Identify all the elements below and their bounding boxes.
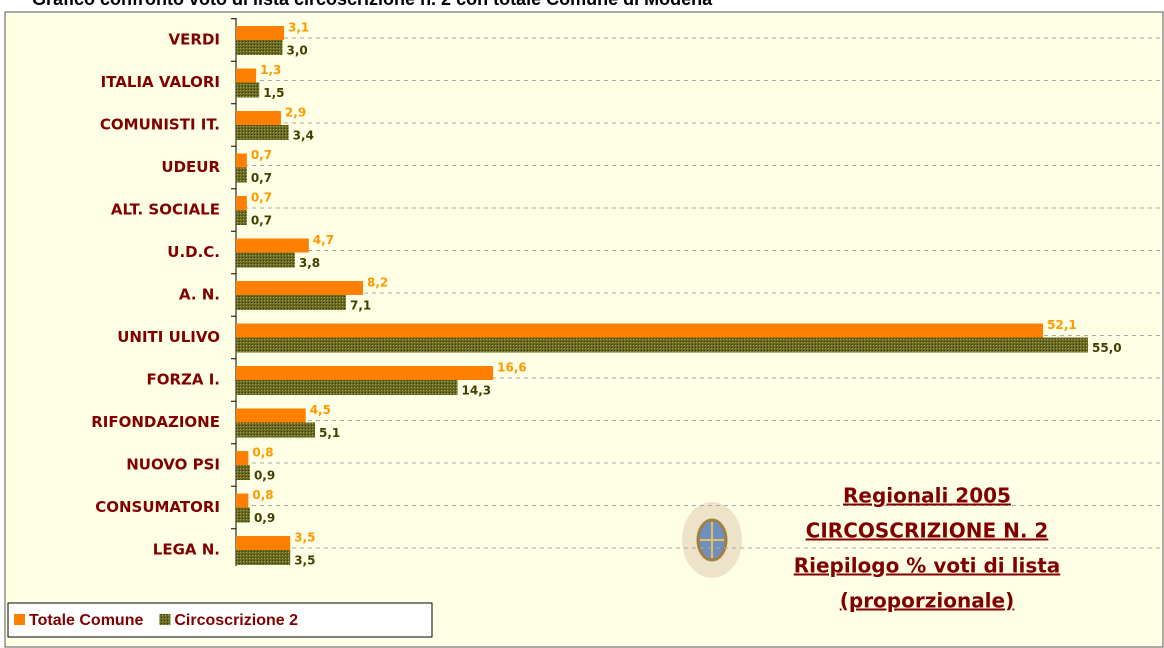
value-label: 4,7 [313, 233, 334, 247]
category-label: UDEUR [161, 158, 220, 176]
value-label: 0,7 [251, 148, 272, 162]
value-label: 52,1 [1047, 318, 1077, 332]
category-label: ALT. SOCIALE [111, 201, 220, 219]
value-label: 1,3 [260, 63, 281, 77]
bar [236, 252, 295, 268]
value-label: 0,8 [252, 488, 273, 502]
category-label: A. N. [179, 286, 220, 304]
category-label: COMUNISTI IT. [100, 116, 220, 134]
bar [236, 295, 346, 310]
category-label: ITALIA VALORI [101, 73, 220, 91]
value-label: 2,9 [285, 106, 306, 120]
value-label: 16,6 [497, 361, 527, 375]
bar [236, 238, 309, 253]
value-label: 3,4 [293, 129, 314, 143]
category-label: LEGA N. [153, 541, 220, 559]
value-label: 3,0 [286, 44, 307, 58]
value-label: 0,8 [252, 446, 273, 460]
value-label: 0,9 [254, 511, 275, 525]
value-label: 4,5 [310, 403, 331, 417]
bar [236, 323, 1044, 338]
category-label: FORZA I. [146, 371, 220, 389]
annotation: Riepilogo % voti di lista [794, 554, 1061, 578]
bar [236, 167, 247, 183]
legend-label: Totale Comune [29, 612, 143, 629]
category-label: U.D.C. [167, 243, 220, 261]
legend-swatch [159, 614, 171, 625]
value-label: 55,0 [1092, 341, 1122, 355]
bar [236, 125, 289, 140]
bar [236, 111, 281, 125]
bar [236, 507, 250, 523]
value-label: 5,1 [319, 426, 340, 440]
bar [236, 550, 291, 565]
bar [236, 196, 247, 210]
bar [236, 422, 316, 438]
value-label: 7,1 [350, 299, 371, 313]
value-label: 14,3 [462, 384, 492, 398]
bar [236, 153, 247, 168]
value-label: 3,1 [288, 21, 309, 35]
legend-label: Circoscrizione 2 [174, 612, 298, 629]
bar [236, 40, 283, 55]
bar [236, 536, 291, 550]
category-label: CONSUMATORI [95, 498, 220, 516]
annotation: CIRCOSCRIZIONE N. 2 [806, 519, 1049, 543]
bar [236, 210, 247, 225]
bar [236, 380, 458, 395]
value-label: 3,5 [294, 531, 315, 545]
legend-swatch [14, 614, 25, 625]
bar [236, 26, 285, 40]
bar [236, 366, 494, 380]
category-label: UNITI ULIVO [117, 328, 220, 346]
bar [236, 451, 249, 465]
bar [236, 337, 1088, 353]
value-label: 1,5 [263, 86, 284, 100]
bar [236, 408, 306, 423]
category-label: NUOVO PSI [126, 456, 220, 474]
value-label: 0,7 [251, 214, 272, 228]
value-label: 3,8 [299, 256, 320, 270]
crest-icon [682, 502, 742, 578]
value-label: 3,5 [294, 554, 315, 568]
category-label: VERDI [169, 31, 220, 49]
value-label: 0,9 [254, 469, 275, 483]
legend [7, 602, 433, 638]
bar [236, 493, 249, 508]
value-label: 0,7 [251, 171, 272, 185]
value-label: 8,2 [367, 276, 388, 290]
value-label: 0,7 [251, 191, 272, 205]
bar [236, 281, 364, 295]
annotation: (proporzionale) [840, 589, 1015, 613]
category-label: RIFONDAZIONE [91, 413, 220, 431]
chart-title: Grafico confronto voto di lista circoscr… [32, 0, 713, 9]
bar [236, 68, 257, 83]
bar [236, 82, 260, 98]
annotation: Regionali 2005 [843, 484, 1011, 508]
bar [236, 465, 250, 480]
